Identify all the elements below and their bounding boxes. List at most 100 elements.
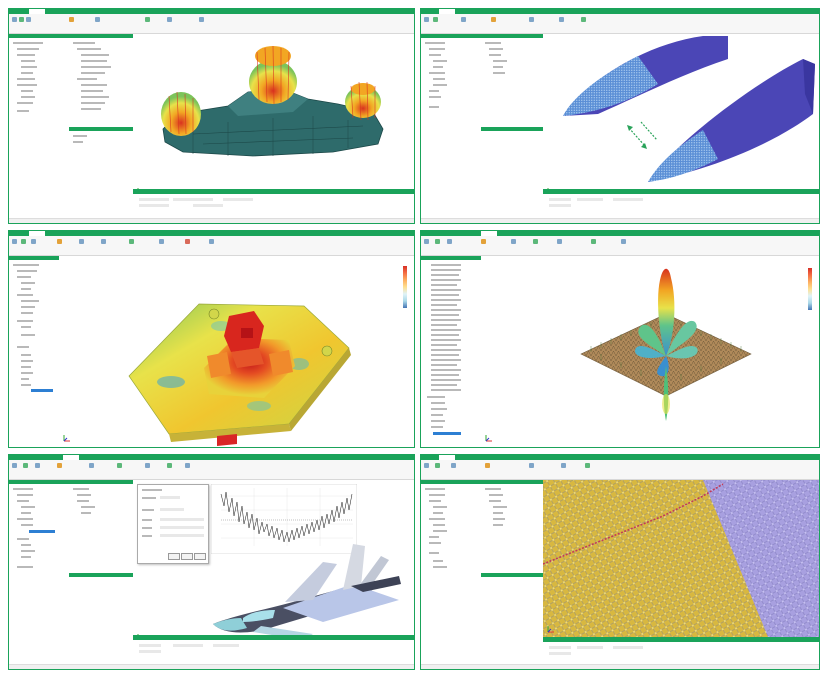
- ribbon-tool-icon[interactable]: [424, 463, 429, 468]
- ribbon-tool-icon[interactable]: [57, 463, 62, 468]
- tree-header: [69, 480, 133, 484]
- ribbon-tool-icon[interactable]: [129, 239, 134, 244]
- ribbon-tool-icon[interactable]: [511, 239, 516, 244]
- ribbon-tool-icon[interactable]: [35, 463, 40, 468]
- ribbon-tool-icon[interactable]: [433, 17, 438, 22]
- ribbon-tool-icon[interactable]: [185, 239, 190, 244]
- ribbon-tool-icon[interactable]: [447, 239, 452, 244]
- ribbon-tool-icon[interactable]: [199, 17, 204, 22]
- ribbon-tool-icon[interactable]: [209, 239, 214, 244]
- dialog-field[interactable]: [160, 496, 180, 499]
- ribbon-tool-icon[interactable]: [561, 463, 566, 468]
- ribbon-tool-icon[interactable]: [145, 463, 150, 468]
- project-tree[interactable]: [9, 34, 70, 199]
- project-tree[interactable]: [9, 480, 70, 645]
- tree-header: [421, 256, 481, 260]
- ribbon-tool-icon[interactable]: [23, 463, 28, 468]
- ribbon-tab-home[interactable]: [439, 9, 455, 14]
- ribbon-tool-icon[interactable]: [12, 17, 17, 22]
- ribbon-tool-icon[interactable]: [57, 239, 62, 244]
- panel-antenna-pattern: [420, 230, 820, 448]
- 3d-viewport[interactable]: [543, 480, 819, 637]
- 3d-viewport[interactable]: [481, 256, 819, 446]
- ribbon-tool-icon[interactable]: [557, 239, 562, 244]
- ribbon-tool-icon[interactable]: [89, 463, 94, 468]
- object-tree[interactable]: [481, 34, 544, 129]
- ribbon-tool-icon[interactable]: [12, 239, 17, 244]
- object-tree[interactable]: [69, 480, 134, 575]
- ribbon-tool-icon[interactable]: [117, 463, 122, 468]
- ribbon-tool-icon[interactable]: [79, 239, 84, 244]
- object-tree[interactable]: [481, 480, 544, 575]
- ribbon-tool-icon[interactable]: [95, 17, 100, 22]
- dialog-field[interactable]: [160, 508, 184, 511]
- ribbon-tool-icon[interactable]: [621, 239, 626, 244]
- ribbon-tool-icon[interactable]: [435, 463, 440, 468]
- ribbon-tool-icon[interactable]: [159, 239, 164, 244]
- project-tree[interactable]: [421, 34, 482, 199]
- dialog-ok-button[interactable]: [168, 553, 180, 560]
- properties-panel[interactable]: [69, 127, 134, 199]
- ribbon-tab-home[interactable]: [29, 9, 45, 14]
- ribbon-tab-home[interactable]: [481, 231, 497, 236]
- ribbon-toolbar: [421, 460, 819, 480]
- ribbon-tool-icon[interactable]: [591, 239, 596, 244]
- selected-tree-item[interactable]: [433, 432, 461, 435]
- ribbon-tool-icon[interactable]: [461, 17, 466, 22]
- ribbon-tool-icon[interactable]: [101, 239, 106, 244]
- ribbon-tool-icon[interactable]: [485, 463, 490, 468]
- results-table: [543, 637, 819, 666]
- ribbon-tool-icon[interactable]: [19, 17, 24, 22]
- tree-header: [481, 480, 543, 484]
- settings-dialog[interactable]: [137, 484, 209, 564]
- dialog-field[interactable]: [160, 534, 204, 537]
- ribbon-tool-icon[interactable]: [167, 17, 172, 22]
- dialog-cancel-button[interactable]: [181, 553, 193, 560]
- ribbon-tool-icon[interactable]: [69, 17, 74, 22]
- rcs-plot: [211, 484, 357, 554]
- ribbon-tool-icon[interactable]: [145, 17, 150, 22]
- 3d-viewport[interactable]: [133, 34, 414, 199]
- 3d-viewport[interactable]: [133, 480, 414, 645]
- title-bar: [9, 455, 414, 460]
- axis-triad-icon: [484, 433, 494, 443]
- ribbon-tool-icon[interactable]: [559, 17, 564, 22]
- panel-board-thermal: [8, 230, 415, 448]
- ribbon-tab-home[interactable]: [29, 231, 45, 236]
- ribbon-tool-icon[interactable]: [451, 463, 456, 468]
- properties-panel[interactable]: [69, 573, 134, 645]
- ribbon-tool-icon[interactable]: [26, 17, 31, 22]
- status-bar: [9, 218, 414, 223]
- ribbon-tool-icon[interactable]: [481, 239, 486, 244]
- ribbon-tool-icon[interactable]: [424, 239, 429, 244]
- ribbon-tool-icon[interactable]: [424, 17, 429, 22]
- object-tree[interactable]: [69, 34, 134, 129]
- project-tree[interactable]: [421, 256, 482, 444]
- ribbon-tool-icon[interactable]: [31, 239, 36, 244]
- ribbon-tool-icon[interactable]: [491, 17, 496, 22]
- ribbon-toolbar: [9, 236, 414, 256]
- ribbon-tool-icon[interactable]: [12, 463, 17, 468]
- ribbon-tab-home[interactable]: [439, 455, 455, 460]
- 3d-viewport[interactable]: [543, 34, 819, 199]
- properties-panel[interactable]: [481, 573, 544, 645]
- ribbon-tool-icon[interactable]: [581, 17, 586, 22]
- 3d-viewport[interactable]: [59, 256, 414, 446]
- ribbon-tool-icon[interactable]: [529, 17, 534, 22]
- selected-tree-item[interactable]: [31, 389, 53, 392]
- ribbon-tool-icon[interactable]: [167, 463, 172, 468]
- project-tree[interactable]: [421, 480, 482, 645]
- dialog-field[interactable]: [160, 518, 204, 521]
- ribbon-tool-icon[interactable]: [435, 239, 440, 244]
- ribbon-tool-icon[interactable]: [533, 239, 538, 244]
- dialog-apply-button[interactable]: [194, 553, 206, 560]
- ribbon-tool-icon[interactable]: [185, 463, 190, 468]
- ribbon-tab-home[interactable]: [63, 455, 79, 460]
- ribbon-tool-icon[interactable]: [21, 239, 26, 244]
- selected-tree-item[interactable]: [29, 530, 55, 533]
- dialog-field[interactable]: [160, 526, 204, 529]
- properties-panel[interactable]: [481, 127, 544, 199]
- ribbon-tool-icon[interactable]: [585, 463, 590, 468]
- ribbon-tool-icon[interactable]: [529, 463, 534, 468]
- project-tree[interactable]: [9, 256, 60, 444]
